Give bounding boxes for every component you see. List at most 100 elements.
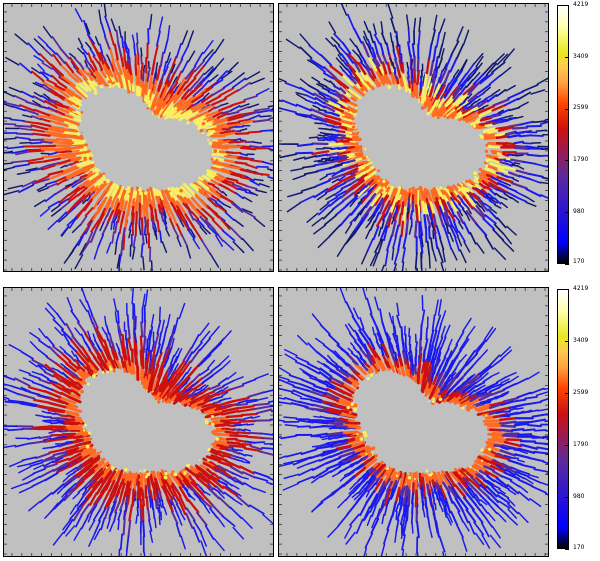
- fibril-segment: [237, 187, 248, 192]
- fibril-segment: [211, 161, 229, 167]
- fibril-segment: [237, 399, 249, 404]
- fibril-segment: [172, 227, 180, 238]
- fibril-segment: [249, 77, 265, 85]
- fibril-segment: [371, 208, 377, 217]
- fibril-segment: [30, 124, 49, 131]
- fibril-segment: [495, 410, 505, 414]
- fibril-segment: [67, 471, 76, 478]
- fibril-segment: [74, 359, 81, 367]
- fibril-segment: [326, 100, 343, 110]
- fibril-segment: [61, 128, 79, 133]
- fibril-segment: [292, 385, 310, 392]
- fibril-segment: [193, 218, 202, 228]
- fibril-segment: [199, 368, 210, 376]
- fibril-segment: [429, 486, 435, 494]
- fibril-segment: [235, 439, 247, 443]
- fibril-segment: [395, 510, 398, 520]
- fibril-segment: [480, 503, 489, 514]
- fibril-segment: [404, 496, 409, 509]
- fibril-segment: [386, 515, 394, 531]
- fibril-segment: [344, 465, 352, 470]
- speckle: [106, 83, 109, 87]
- fibril-segment: [157, 494, 162, 503]
- fibril-segment: [459, 85, 467, 96]
- fibril-segment: [77, 231, 86, 246]
- fibril-segment: [152, 508, 156, 520]
- fibril-segment: [233, 476, 245, 486]
- fibril-segment: [162, 100, 176, 117]
- fibril-segment: [253, 172, 270, 177]
- fibril-segment: [467, 384, 477, 393]
- fibril-segment: [238, 419, 257, 423]
- fibril-segment: [171, 186, 180, 198]
- fibril-segment: [39, 207, 51, 217]
- fibril-segment: [361, 328, 370, 340]
- fibril-segment: [213, 537, 225, 552]
- fibril-segment: [454, 491, 458, 498]
- fibril-segment: [213, 131, 223, 136]
- fibril-segment: [226, 187, 237, 195]
- speckle: [480, 448, 484, 452]
- fibril-segment: [345, 195, 359, 207]
- fibril-segment: [185, 69, 195, 84]
- fibril-segment: [63, 88, 74, 97]
- fibril-segment: [253, 217, 266, 228]
- fibril-segment: [324, 214, 337, 226]
- fibril-segment: [461, 467, 474, 479]
- fibril-segment: [493, 204, 502, 209]
- fibril-segment: [110, 18, 117, 32]
- fibril-segment: [202, 174, 213, 183]
- fibril-segment: [386, 185, 394, 198]
- fibril-segment: [325, 86, 335, 93]
- fibril-segment: [126, 60, 131, 74]
- fibril-segment: [65, 525, 76, 537]
- fibril-segment: [98, 9, 102, 25]
- fibril-segment: [86, 300, 94, 316]
- fibril-segment: [237, 119, 255, 126]
- fibril-segment: [422, 508, 426, 518]
- fibril-segment: [410, 76, 414, 86]
- fibril-segment: [31, 479, 46, 488]
- fibril-segment: [468, 520, 476, 535]
- fibril-segment: [467, 391, 480, 400]
- speckle: [210, 133, 213, 136]
- fibril-segment: [262, 389, 273, 394]
- fibril-segment: [223, 179, 235, 185]
- fibril-segment: [443, 194, 450, 204]
- fibril-segment: [518, 485, 529, 494]
- fibril-segment: [362, 506, 371, 522]
- fibril-segment: [490, 149, 506, 155]
- fibril-segment: [98, 356, 106, 365]
- fibril-segment: [198, 472, 209, 482]
- fibril-segment: [198, 498, 207, 507]
- speckle: [376, 181, 379, 185]
- fibril-segment: [247, 391, 265, 398]
- fibril-segment: [539, 481, 548, 486]
- fibril-segment: [475, 403, 492, 411]
- fibril-segment: [151, 197, 157, 212]
- fibril-segment: [294, 360, 309, 368]
- fibril-segment: [470, 100, 477, 107]
- fibril-segment: [384, 249, 389, 267]
- fibril-segment: [123, 510, 126, 520]
- fibril-segment: [536, 446, 548, 451]
- fibril-segment: [367, 454, 376, 463]
- fibril-segment: [228, 456, 238, 461]
- fibril-segment: [434, 187, 442, 200]
- fibril-segment: [66, 379, 81, 391]
- fibril-segment: [478, 364, 492, 376]
- fibril-segment: [430, 29, 436, 46]
- fibril-segment: [427, 368, 434, 383]
- fibril-segment: [78, 447, 94, 456]
- fibril-segment: [438, 205, 445, 217]
- fibril-segment: [384, 212, 392, 228]
- fibril-segment: [375, 51, 383, 65]
- fibril-segment: [199, 387, 211, 396]
- fibril-segment: [256, 397, 269, 401]
- fibril-segment: [78, 349, 90, 363]
- fibril-segment: [88, 68, 94, 75]
- fibril-segment: [499, 346, 512, 358]
- fibril-segment: [225, 177, 239, 183]
- fibril-segment: [221, 515, 236, 527]
- fibril-segment: [52, 374, 63, 383]
